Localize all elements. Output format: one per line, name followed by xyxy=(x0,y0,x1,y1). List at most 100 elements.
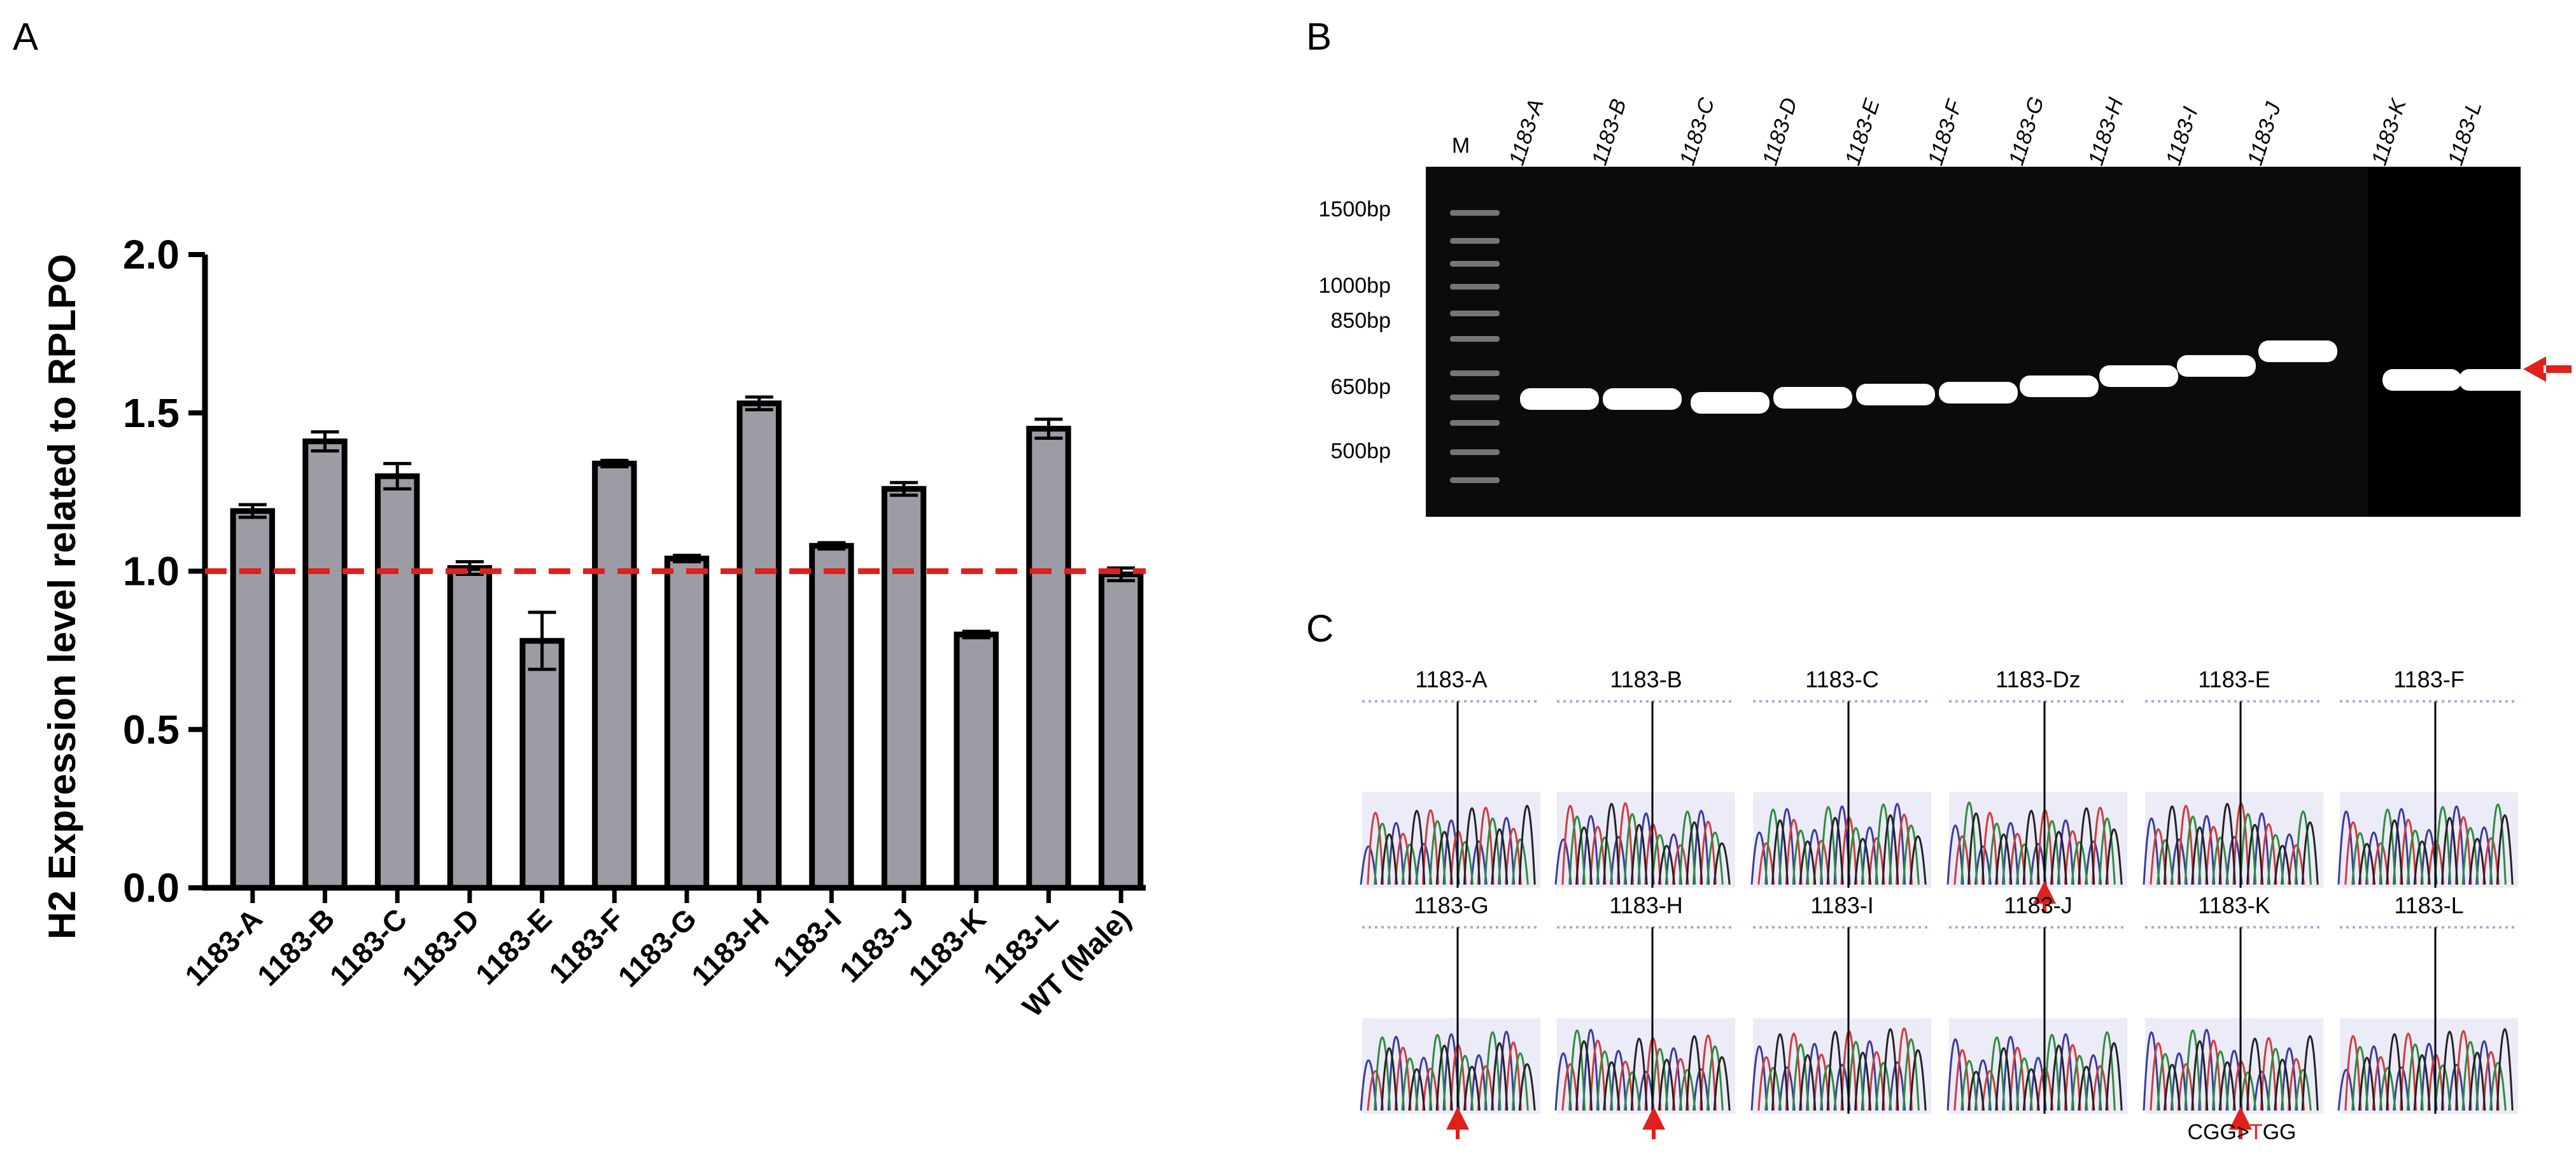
trace-title: 1183-L xyxy=(2394,892,2463,918)
bar xyxy=(1026,426,1071,891)
ladder-band xyxy=(1450,420,1500,426)
x-tick-label: 1183-E xyxy=(469,902,558,991)
bar xyxy=(375,473,420,891)
bar xyxy=(954,631,999,891)
trace-peak xyxy=(2157,1029,2312,1111)
trace-peak xyxy=(1967,1042,2123,1111)
trace-peak xyxy=(1554,810,1710,885)
trace-peak xyxy=(1764,803,1920,885)
lane-label: 1183-K xyxy=(2367,95,2411,169)
x-tick-label: 1183-C xyxy=(323,902,414,992)
size-label: 500bp xyxy=(1330,439,1391,463)
trace-title: 1183-B xyxy=(1610,666,1682,692)
trace-peak xyxy=(1771,1028,1927,1111)
bar xyxy=(664,556,710,891)
x-tick-label: 1183-I xyxy=(766,902,847,983)
sample-band xyxy=(1520,388,1599,410)
sequencing-traces: 1183-A 1183-B 1183-C 1183-Dz 1183-E 1183-F 118… xyxy=(1360,666,2518,1144)
ladder-band xyxy=(1450,311,1500,316)
trace-peak xyxy=(1764,1038,1920,1111)
trace-peak xyxy=(2351,803,2507,885)
mutation-prefix: CGG> xyxy=(2188,1120,2249,1144)
bar xyxy=(736,400,782,891)
trace-peak xyxy=(1554,1028,1710,1111)
trace-title: 1183-G xyxy=(1414,892,1488,918)
x-tick-label: 1183-B xyxy=(251,902,341,992)
ladder-band xyxy=(1450,238,1500,244)
ladder-band xyxy=(1450,449,1500,455)
sample-band xyxy=(2177,355,2256,377)
trace-peak xyxy=(1568,810,1724,885)
ladder-band xyxy=(1450,395,1500,400)
y-tick-label: 2.0 xyxy=(123,232,179,277)
trace-peak xyxy=(1750,803,1906,885)
ladder-band xyxy=(1450,284,1500,290)
trace-peak xyxy=(1750,1040,1906,1111)
trace-title: 1183-F xyxy=(2393,666,2464,692)
trace-title: 1183-J xyxy=(2004,892,2072,918)
trace-peak xyxy=(1967,807,2123,885)
trace-title: 1183-A xyxy=(1415,666,1487,692)
trace-peak xyxy=(1575,803,1731,885)
trace-peak xyxy=(1960,1031,2116,1111)
trace-title: 1183-E xyxy=(2198,666,2270,692)
bar xyxy=(230,508,276,891)
trace-title: 1183-K xyxy=(2198,892,2270,918)
size-label: 650bp xyxy=(1330,375,1391,399)
lane-label: 1183-J xyxy=(2242,99,2286,168)
trace-peak xyxy=(1374,1031,1529,1111)
panel-label-b: B xyxy=(1306,15,1332,58)
bar xyxy=(302,438,348,891)
x-tick-label: 1183-G xyxy=(612,902,703,993)
sample-band xyxy=(2382,369,2461,391)
ladder-band xyxy=(1450,370,1500,376)
bar-chart: 0.0 0.5 1.0 1.5 2.0 H2 Expression level relat… xyxy=(41,232,1146,1023)
lane-label: 1183-F xyxy=(1923,96,1967,169)
lane-label: 1183-H xyxy=(2083,95,2128,169)
trace-peak xyxy=(2164,803,2319,885)
trace-peak xyxy=(1946,1033,2102,1111)
lane-label: 1183-I xyxy=(2161,104,2202,169)
sample-band xyxy=(2459,369,2538,391)
size-label: 850bp xyxy=(1330,309,1391,333)
sample-band xyxy=(1939,382,2018,403)
ladder-band xyxy=(1450,477,1500,483)
lane-label: 1183-L xyxy=(2443,98,2486,168)
sample-band xyxy=(1773,387,1852,409)
trace-peak xyxy=(2351,1041,2507,1111)
x-tick-label: 1183-F xyxy=(542,902,630,990)
trace-peak xyxy=(1960,801,2116,885)
gel-background xyxy=(1426,167,2521,517)
sample-band xyxy=(2258,340,2337,362)
bar xyxy=(881,486,927,891)
panel-label-c: C xyxy=(1306,607,1334,650)
y-tick-label: 0.0 xyxy=(123,865,179,911)
lane-label: 1183-A xyxy=(1504,96,1548,169)
lane-label: 1183-C xyxy=(1675,95,1719,169)
trace-peak xyxy=(2337,1040,2493,1111)
trace-peak xyxy=(1771,814,1927,885)
bar xyxy=(809,543,854,891)
trace-peak xyxy=(2164,1035,2319,1111)
size-label: 1500bp xyxy=(1319,197,1391,221)
mutation-note: CGG>TGG xyxy=(2188,1120,2297,1144)
x-tick-label: 1183-K xyxy=(902,902,992,992)
trace-peak xyxy=(1381,1042,1536,1111)
band-arrow-icon xyxy=(2523,356,2572,382)
trace-peak xyxy=(2143,812,2298,885)
y-tick-label: 1.0 xyxy=(123,549,179,594)
bar xyxy=(592,460,637,891)
trace-title: 1183-I xyxy=(1810,892,1873,918)
trace-peak xyxy=(1374,817,1529,885)
trace-peak xyxy=(1575,1035,1731,1111)
sample-band xyxy=(2099,365,2178,387)
lane-label: 1183-D xyxy=(1757,95,1802,168)
sample-band xyxy=(1691,392,1770,414)
trace-peak xyxy=(2358,814,2514,885)
x-tick-label: 1183-J xyxy=(833,902,920,988)
trace-peak xyxy=(1360,1030,1516,1111)
trace-peak xyxy=(1360,817,1516,885)
x-tick-label: 1183-A xyxy=(178,902,269,992)
trace-title: 1183-Dz xyxy=(1995,666,2080,692)
